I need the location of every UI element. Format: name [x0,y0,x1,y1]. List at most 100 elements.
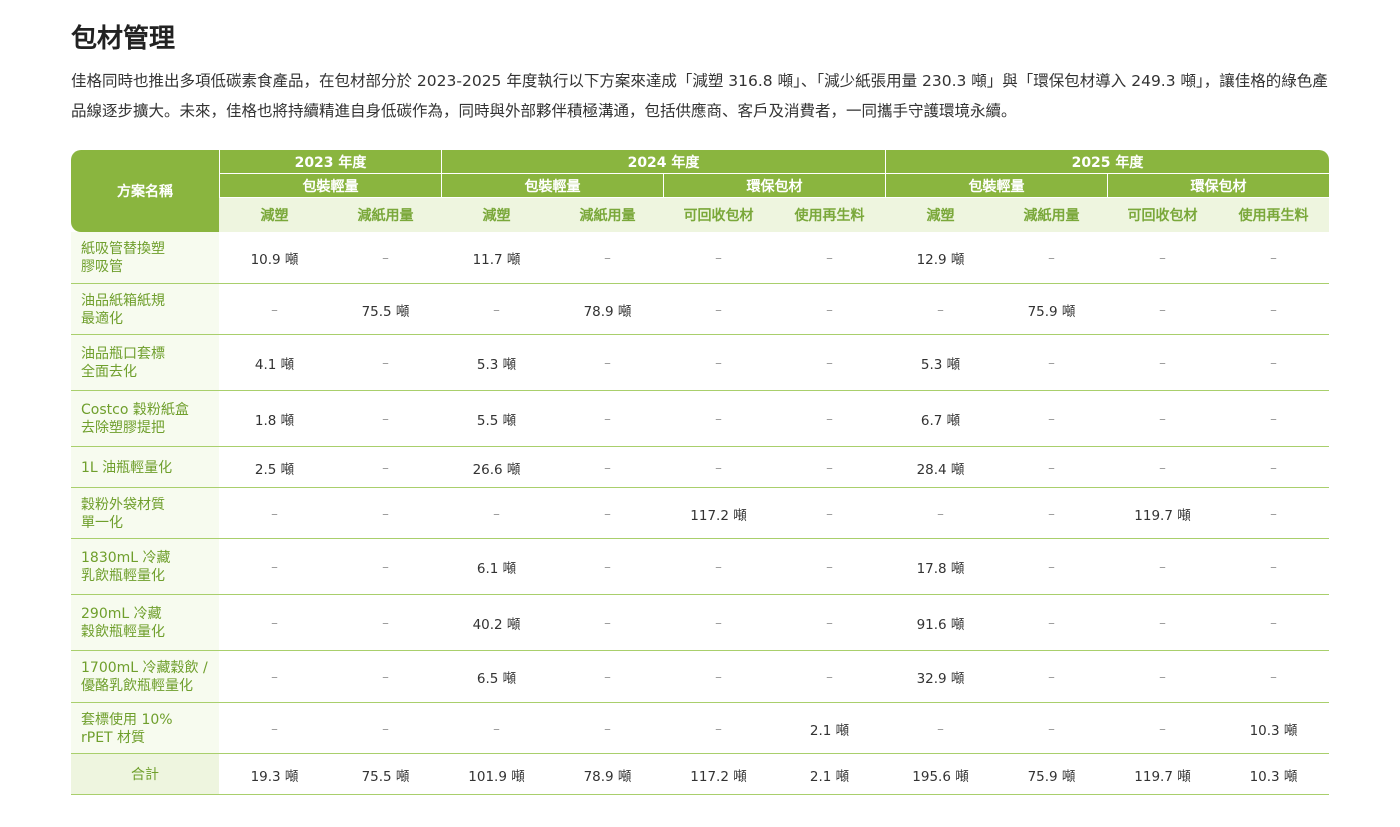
cell: – [493,505,500,522]
cell: – [1048,250,1055,266]
cell: – [715,250,722,266]
cell: 78.9 噸 [583,303,632,320]
cell: – [604,720,611,737]
cell: 91.6 噸 [916,617,965,633]
cell: – [715,720,722,737]
cell: 2.1 噸 [809,768,850,785]
cell: – [937,505,944,522]
cell: – [715,411,722,427]
cell: 75.9 噸 [1027,768,1076,785]
cell: – [1048,615,1055,631]
cell: – [1048,505,1055,522]
row-name: 穀粉外袋材質 單一化 [71,488,219,539]
cell: – [271,720,278,737]
row-name: 油品瓶口套標 全面去化 [71,335,219,391]
column-header: 使用再生料 [774,198,885,232]
cell: 75.9 噸 [1027,303,1076,320]
cell: – [715,355,722,371]
cell: – [1270,505,1277,522]
cell: 5.5 噸 [476,413,517,429]
cell: – [826,459,833,476]
cell: 12.9 噸 [916,252,965,268]
year-header: 2023 年度 [219,150,441,174]
cell: – [604,669,611,685]
cell: – [1159,720,1166,737]
cell: 6.1 噸 [476,561,517,577]
cell: – [937,720,944,737]
cell: – [604,411,611,427]
cell: – [604,355,611,371]
cell: – [1159,355,1166,371]
group-header: 包裝輕量 [441,174,663,198]
column-header: 減塑 [885,198,996,232]
cell: – [715,301,722,318]
row-divider [71,487,1329,488]
cell: – [826,669,833,685]
cell: 117.2 噸 [690,507,747,524]
cell: – [382,411,389,427]
cell: – [826,505,833,522]
row-name: 合計 [71,754,219,795]
column-header: 減紙用量 [996,198,1107,232]
row-divider [71,446,1329,447]
cell: – [1159,615,1166,631]
cell: – [1159,250,1166,266]
cell: – [604,505,611,522]
cell: – [382,355,389,371]
cell: 11.7 噸 [472,252,521,268]
column-header: 可回收包材 [663,198,774,232]
row-name: 套標使用 10% rPET 材質 [71,703,219,754]
cell: 10.3 噸 [1249,768,1298,785]
cell: – [715,669,722,685]
cell: – [1048,459,1055,476]
cell: – [1270,559,1277,575]
row-name: 紙吸管替換塑 膠吸管 [71,232,219,284]
cell: – [1159,459,1166,476]
cell: – [1270,459,1277,476]
cell: 26.6 噸 [472,461,521,478]
cell: – [382,250,389,266]
cell: – [715,459,722,476]
column-header: 可回收包材 [1107,198,1218,232]
cell: – [826,615,833,631]
row-name: 1L 油瓶輕量化 [71,447,219,488]
cell: 19.3 噸 [250,768,299,785]
cell: – [1159,669,1166,685]
group-header: 環保包材 [663,174,885,198]
cell: – [937,301,944,318]
cell: 75.5 噸 [361,768,410,785]
group-header: 環保包材 [1107,174,1329,198]
row-name: 油品紙箱紙規 最適化 [71,284,219,335]
row-name: 1700mL 冷藏穀飲 / 優酪乳飲瓶輕量化 [71,651,219,703]
row-divider [71,334,1329,335]
name-header: 方案名稱 [71,150,219,232]
cell: – [604,615,611,631]
cell: – [1048,720,1055,737]
description: 佳格同時也推出多項低碳素食產品，在包材部分於 2023-2025 年度執行以下方… [71,72,1328,120]
column-header: 使用再生料 [1218,198,1329,232]
year-header: 2025 年度 [885,150,1329,174]
cell: – [826,411,833,427]
cell: – [382,669,389,685]
row-divider [71,794,1329,795]
column-header: 減紙用量 [330,198,441,232]
cell: – [271,615,278,631]
cell: 119.7 噸 [1134,507,1191,524]
column-header: 減塑 [219,198,330,232]
cell: – [1270,355,1277,371]
cell: – [1048,411,1055,427]
cell: – [382,720,389,737]
row-name: 1830mL 冷藏 乳飲瓶輕量化 [71,539,219,595]
cell: – [271,559,278,575]
cell: – [1270,301,1277,318]
cell: 10.3 噸 [1249,722,1298,739]
cell: 117.2 噸 [690,768,747,785]
cell: – [1270,411,1277,427]
cell: 119.7 噸 [1134,768,1191,785]
cell: – [826,301,833,318]
cell: – [715,559,722,575]
cell: 2.1 噸 [809,722,850,739]
cell: – [1159,301,1166,318]
cell: – [1270,615,1277,631]
